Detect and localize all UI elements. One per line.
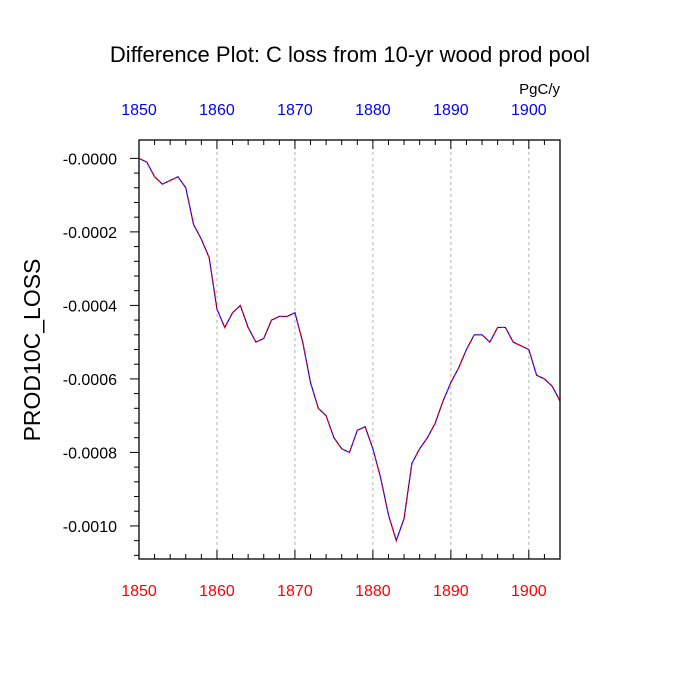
series-line xyxy=(138,157,561,543)
x-tick-label-bottom: 1870 xyxy=(277,583,313,600)
series-layer xyxy=(138,157,561,543)
plot-frame xyxy=(138,139,561,560)
x-tick-label-bottom: 1850 xyxy=(121,583,157,600)
x-tick-label-bottom: 1880 xyxy=(355,583,391,600)
x-tick-label-top: 1850 xyxy=(121,102,157,119)
y-axis-label: PROD10C_LOSS xyxy=(19,259,45,442)
x-tick-label-top: 1870 xyxy=(277,102,313,119)
y-tick-label: -0.0010 xyxy=(63,519,117,536)
x-tick-label-top: 1890 xyxy=(433,102,469,119)
x-tick-label-top: 1900 xyxy=(511,102,547,119)
units-label: PgC/y xyxy=(519,81,560,98)
axis-layer xyxy=(130,139,561,560)
x-tick-label-bottom: 1890 xyxy=(433,583,469,600)
grid-layer xyxy=(216,140,530,559)
x-tick-label-top: 1860 xyxy=(199,102,235,119)
chart-title: Difference Plot: C loss from 10-yr wood … xyxy=(110,42,590,67)
series-line-overlay xyxy=(138,157,561,543)
y-tick-label: -0.0000 xyxy=(63,151,117,168)
x-tick-label-top: 1880 xyxy=(355,102,391,119)
x-tick-label-bottom: 1900 xyxy=(511,583,547,600)
y-tick-label: -0.0006 xyxy=(63,372,117,389)
x-tick-label-bottom: 1860 xyxy=(199,583,235,600)
y-tick-label: -0.0008 xyxy=(63,445,117,462)
tick-label-layer: -0.0000 -0.0002 -0.0004 -0.0006 -0.0008 -0.00… xyxy=(63,102,547,600)
y-tick-label: -0.0002 xyxy=(63,225,117,242)
y-tick-label: -0.0004 xyxy=(63,298,117,315)
